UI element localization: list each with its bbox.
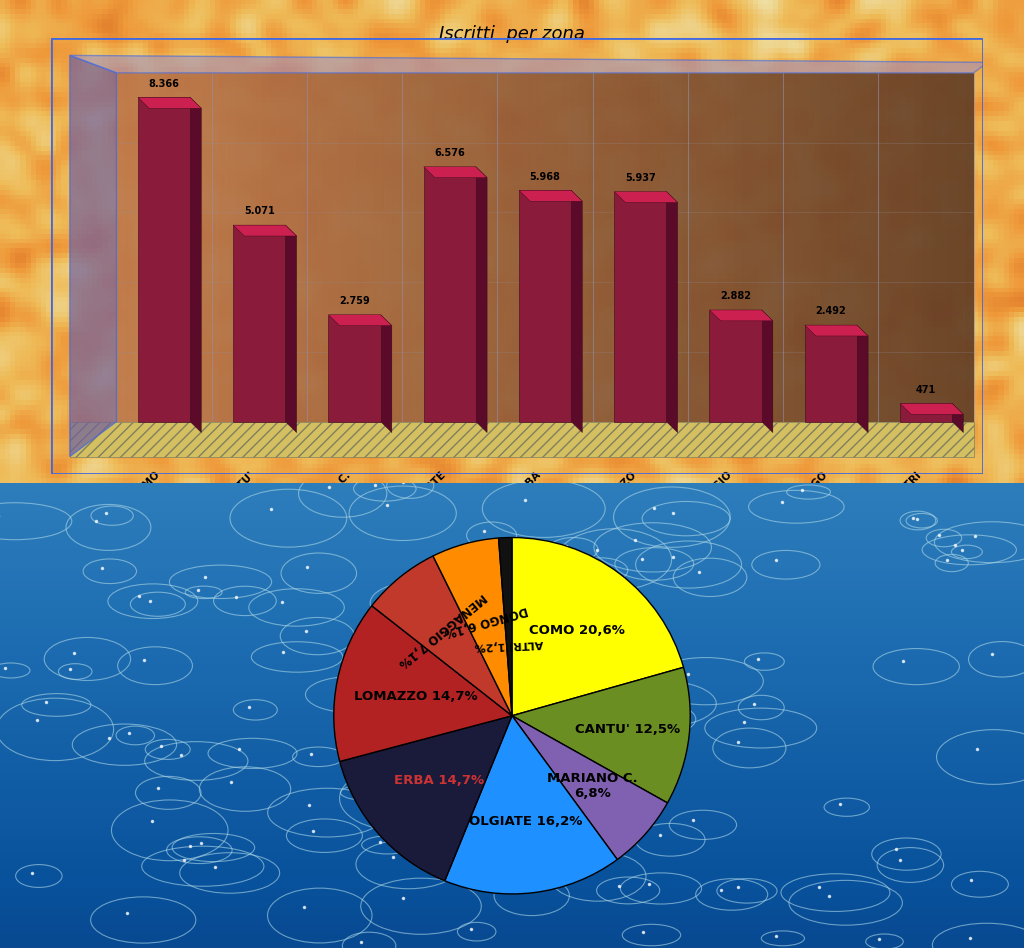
Text: LOMAZZO: LOMAZZO bbox=[591, 469, 638, 518]
Bar bbox=[138, 98, 190, 422]
Bar bbox=[424, 167, 476, 422]
Text: CANTU': CANTU' bbox=[219, 469, 257, 507]
Text: MENAGGIO: MENAGGIO bbox=[681, 469, 733, 522]
Wedge shape bbox=[334, 606, 512, 761]
Text: MARIANO C.
6,8%: MARIANO C. 6,8% bbox=[547, 773, 638, 800]
Wedge shape bbox=[512, 667, 690, 803]
Wedge shape bbox=[433, 538, 512, 716]
Text: ALTRI: ALTRI bbox=[894, 469, 924, 500]
Wedge shape bbox=[372, 556, 512, 716]
Polygon shape bbox=[519, 191, 583, 201]
Bar bbox=[805, 325, 857, 422]
Text: 471: 471 bbox=[916, 385, 936, 394]
Text: MENAGGIO 7,1%: MENAGGIO 7,1% bbox=[395, 591, 488, 670]
Wedge shape bbox=[444, 716, 617, 894]
Bar bbox=[329, 315, 381, 422]
Bar bbox=[519, 191, 571, 422]
Polygon shape bbox=[476, 167, 487, 432]
Text: 6.576: 6.576 bbox=[434, 148, 465, 158]
Bar bbox=[900, 404, 952, 422]
Polygon shape bbox=[667, 191, 678, 432]
Bar bbox=[70, 422, 974, 457]
Text: ERBA: ERBA bbox=[514, 469, 543, 499]
Polygon shape bbox=[70, 55, 988, 73]
Polygon shape bbox=[424, 167, 487, 177]
Polygon shape bbox=[233, 225, 297, 236]
Polygon shape bbox=[381, 315, 392, 432]
Wedge shape bbox=[340, 716, 512, 881]
Polygon shape bbox=[900, 404, 964, 414]
Polygon shape bbox=[190, 98, 202, 432]
Text: ERBA 14,7%: ERBA 14,7% bbox=[393, 775, 483, 787]
Text: COMO 20,6%: COMO 20,6% bbox=[528, 624, 625, 637]
Polygon shape bbox=[286, 225, 297, 432]
Text: 8.366: 8.366 bbox=[148, 79, 179, 89]
Text: 5.968: 5.968 bbox=[529, 172, 560, 182]
Text: 2.492: 2.492 bbox=[815, 306, 846, 317]
Polygon shape bbox=[70, 55, 117, 457]
Wedge shape bbox=[499, 538, 512, 716]
Polygon shape bbox=[952, 404, 964, 432]
Text: COMO: COMO bbox=[130, 469, 162, 501]
Text: 5.937: 5.937 bbox=[625, 173, 655, 183]
Text: DONGO: DONGO bbox=[791, 469, 828, 507]
Text: 5.071: 5.071 bbox=[244, 207, 274, 216]
Text: MARIANO C.: MARIANO C. bbox=[295, 469, 352, 527]
Text: Iscritti  per zona: Iscritti per zona bbox=[439, 26, 585, 44]
Polygon shape bbox=[571, 191, 583, 432]
Text: ALTRI 1,2%: ALTRI 1,2% bbox=[474, 638, 544, 651]
Bar bbox=[614, 191, 667, 422]
Polygon shape bbox=[138, 98, 202, 108]
Bar bbox=[710, 310, 762, 422]
Polygon shape bbox=[857, 325, 868, 432]
Text: 2.882: 2.882 bbox=[720, 291, 751, 301]
Wedge shape bbox=[512, 716, 668, 860]
Text: OLGIATE 16,2%: OLGIATE 16,2% bbox=[469, 815, 582, 829]
Polygon shape bbox=[329, 315, 392, 325]
Wedge shape bbox=[512, 538, 683, 716]
Text: 2.759: 2.759 bbox=[339, 296, 370, 306]
Bar bbox=[233, 225, 286, 422]
Text: CANTU' 12,5%: CANTU' 12,5% bbox=[574, 722, 680, 736]
Polygon shape bbox=[710, 310, 773, 320]
Polygon shape bbox=[762, 310, 773, 432]
Polygon shape bbox=[805, 325, 868, 336]
Text: LOMAZZO 14,7%: LOMAZZO 14,7% bbox=[354, 690, 478, 703]
Text: DONGO 6,1%: DONGO 6,1% bbox=[442, 604, 528, 639]
Text: OLGIATE: OLGIATE bbox=[406, 469, 447, 512]
Polygon shape bbox=[614, 191, 678, 203]
